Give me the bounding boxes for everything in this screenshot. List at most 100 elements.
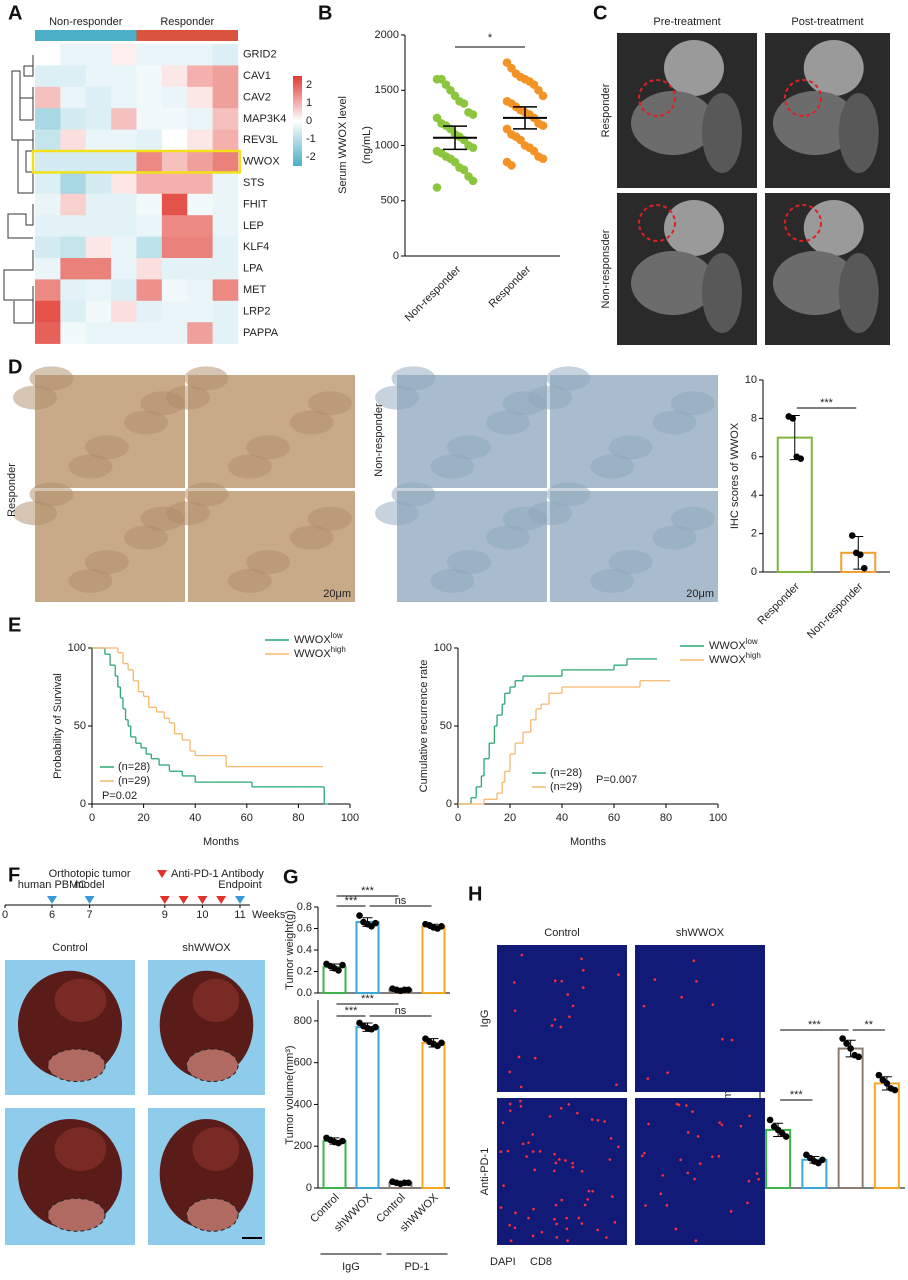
data-point (538, 154, 548, 164)
ihc-texture (590, 454, 635, 479)
x-tick-label: 40 (189, 812, 201, 824)
cd8-cell (540, 1230, 544, 1234)
heatmap-cell (60, 236, 87, 259)
ihc-texture (227, 568, 272, 593)
y-tick-label: 10 (745, 374, 757, 386)
y-tick-label: 0.4 (297, 944, 312, 956)
cd8-cell (647, 1122, 650, 1126)
cd8-cell (711, 1003, 715, 1006)
cd8-cell (739, 1124, 743, 1128)
x-tick-label: 0 (455, 812, 461, 824)
cd8-cell (711, 1155, 714, 1159)
cd8-cell (721, 1037, 724, 1041)
cd8-cell (748, 1114, 751, 1118)
cd8-cell (538, 1150, 542, 1153)
data-point (468, 143, 478, 153)
ihc-texture (652, 410, 697, 435)
cd8-cell (520, 953, 524, 957)
cd8-cell (525, 1155, 528, 1158)
ihc-texture (670, 506, 715, 531)
cd8-cell (757, 1177, 760, 1181)
y-tick-label: 0.0 (297, 987, 312, 999)
y-tick-label: 200 (294, 1140, 312, 1152)
bar (873, 1082, 900, 1190)
heatmap-cell (187, 279, 213, 302)
cd8-cell (554, 1203, 558, 1207)
bar (421, 925, 446, 994)
heatmap-cell (161, 279, 188, 302)
heatmap-cell (35, 193, 61, 216)
ihc-texture (670, 391, 715, 416)
y-tick-label: 0 (393, 250, 399, 262)
cd8-cell (553, 1152, 556, 1156)
timeline-tick-label: 10 (196, 909, 208, 921)
lesion-marker (784, 204, 822, 242)
bar (837, 1047, 864, 1190)
cd8-cell (567, 1103, 571, 1106)
y-tick-label: 0 (751, 566, 757, 578)
cd8-cell (643, 1151, 646, 1155)
cd8-cell (557, 1158, 561, 1161)
ihc-texture (166, 385, 210, 410)
ihc-texture (307, 391, 352, 416)
legend-name: WWOX (709, 654, 746, 666)
heatmap-cell (212, 322, 239, 344)
cd8-cell (559, 1025, 563, 1029)
cd8-cell (533, 1056, 537, 1060)
if-image (635, 1098, 765, 1245)
dose-legend: Anti-PD-1 Antibody (171, 868, 264, 880)
y-axis-title: Probability of Survival (52, 673, 64, 779)
group-label: PD-1 (404, 1261, 429, 1273)
ihc-texture (29, 482, 74, 507)
group-bar (136, 30, 238, 41)
row-label: MET (243, 284, 267, 296)
heatmap-cell (187, 65, 213, 88)
annotation: (n=29) (118, 775, 150, 787)
annotation: P=0.007 (596, 774, 637, 786)
cd8-cell (746, 1201, 749, 1205)
heatmap-cell (85, 44, 112, 66)
data-point (459, 165, 469, 175)
row-label: CAV1 (243, 70, 271, 82)
heatmap-cell (136, 279, 163, 302)
cd8-cell (694, 1239, 698, 1242)
heatmap-cell (35, 65, 61, 88)
annotation: (n=28) (550, 767, 582, 779)
row-label: Non-responsder (600, 229, 612, 308)
heatmap-cell (212, 236, 239, 259)
ihc-texture (227, 454, 272, 479)
legend-sup: low (331, 631, 343, 640)
row-label: LRP2 (243, 305, 271, 317)
heatmap-cell (60, 215, 87, 237)
heatmap-cell (85, 236, 112, 259)
heatmap-cell (212, 172, 239, 195)
cd8-cell (611, 1195, 614, 1198)
cd8-cell (696, 1135, 700, 1138)
data-point (819, 1156, 826, 1164)
timeline-marker (159, 896, 170, 904)
tumor (47, 1048, 106, 1083)
cd8-cell (615, 1083, 618, 1087)
heatmap-cell (187, 44, 213, 66)
heatmap-cell (111, 215, 137, 237)
heatmap-cell (111, 193, 137, 216)
x-tick-label: 40 (556, 812, 568, 824)
heatmap-cell (60, 129, 87, 152)
heatmap-cell (111, 322, 137, 344)
ihc-texture (29, 366, 74, 391)
heatmap-cell (161, 193, 188, 216)
timeline-marker (235, 896, 245, 904)
mri-organ (664, 40, 724, 96)
row-label: Responder (600, 83, 612, 137)
heatmap-cell (161, 258, 188, 280)
cd8-cell (513, 1226, 517, 1230)
legend-sup: high (331, 645, 346, 654)
lesion-marker (638, 79, 676, 117)
heatmap-cell (212, 258, 239, 280)
group-label: IgG (342, 1261, 360, 1273)
panel-label: A (8, 2, 22, 24)
significance: *** (790, 1089, 804, 1101)
ihc-texture (430, 454, 475, 479)
y-tick-label: 100 (68, 642, 86, 654)
heatmap-cell (111, 129, 137, 152)
